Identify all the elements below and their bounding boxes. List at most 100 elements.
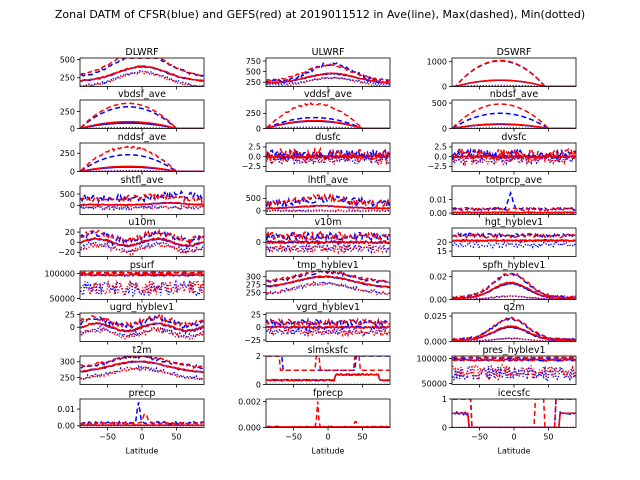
y-tick-label: 0.00 xyxy=(57,422,75,431)
gefs-ave-line xyxy=(80,65,204,82)
subplot-title: pres_hyblev1 xyxy=(482,345,545,356)
gefs-ave-line xyxy=(452,357,576,362)
y-tick-label: 0 xyxy=(70,201,75,210)
y-tick-label: 0 xyxy=(256,238,261,247)
y-tick-label: 100000 xyxy=(416,354,447,363)
y-tick-label: 0 xyxy=(442,124,447,133)
y-tick-label: 0 xyxy=(256,323,261,332)
x-tick-label: −50 xyxy=(285,433,302,442)
subplot-title: shtfl_ave xyxy=(121,175,164,186)
subplot-lhtfl_ave: lhtfl_ave 0 500 xyxy=(246,175,391,218)
subplot-vgrd_hyblev1: vgrd_hyblev1 −25 0 25 xyxy=(244,302,391,345)
y-tick-label: 275 xyxy=(246,280,261,289)
subplot-vddsf_ave: vddsf_ave 0 250 xyxy=(246,89,391,133)
y-tick-label: 15 xyxy=(437,247,447,256)
gefs-max-line xyxy=(80,412,204,425)
y-tick-label: 0.00 xyxy=(429,209,447,218)
gefs-ave-line xyxy=(80,360,204,374)
gefs-ave-line xyxy=(266,204,390,210)
y-tick-label: 0.00 xyxy=(429,295,447,304)
figure-title: Zonal DATM of CFSR(blue) and GEFS(red) a… xyxy=(55,8,585,21)
gefs-max-line xyxy=(266,271,390,284)
subplot-totprcp_ave: totprcp_ave 0.00 0.01 xyxy=(429,175,577,218)
subplot-nddsf_ave: nddsf_ave 0 250 xyxy=(60,132,205,176)
y-tick-label: 300 xyxy=(246,273,261,282)
gefs-max-line xyxy=(452,206,576,212)
gefs-max-line xyxy=(452,356,576,359)
cfsr-max-line xyxy=(80,402,204,426)
gefs-ave-line xyxy=(266,325,390,330)
gefs-max-line xyxy=(266,102,390,129)
gefs-min-line xyxy=(266,326,390,338)
y-tick-label: 20 xyxy=(437,238,447,247)
y-tick-label: 500 xyxy=(432,99,447,108)
subplot-title: spfh_hyblev1 xyxy=(483,260,546,271)
subplot-title: vgrd_hyblev1 xyxy=(296,302,360,313)
gefs-max-line xyxy=(452,271,576,300)
gefs-min-line xyxy=(80,204,204,210)
y-tick-label: 0.000 xyxy=(424,337,447,346)
y-tick-label: 250 xyxy=(246,109,261,118)
cfsr-max-line xyxy=(452,112,576,129)
y-tick-label: 250 xyxy=(246,78,261,87)
subplot-title: icecsfc xyxy=(498,388,530,399)
subplot-title: vbdsf_ave xyxy=(118,89,166,100)
y-tick-label: 0 xyxy=(442,423,447,432)
y-tick-label: 25 xyxy=(65,310,75,319)
y-tick-label: 0.0 xyxy=(434,152,447,161)
gefs-ave-line xyxy=(80,165,204,172)
y-tick-label: 0.002 xyxy=(238,397,261,406)
subplot-title: fprecp xyxy=(313,388,343,399)
gefs-max-line xyxy=(266,317,390,328)
y-tick-label: 0 xyxy=(70,323,75,332)
subplot-v10m: v10m 0 xyxy=(256,217,391,260)
gefs-max-line xyxy=(266,63,390,82)
y-tick-label: 1000 xyxy=(427,58,447,67)
subplot-title: dusfc xyxy=(315,132,341,143)
y-tick-label: 500 xyxy=(60,190,75,199)
y-tick-label: 20 xyxy=(65,228,75,237)
y-tick-label: 0.01 xyxy=(429,195,447,204)
subplot-title: tmp_hyblev1 xyxy=(297,260,359,271)
gefs-ave-line xyxy=(266,372,390,383)
subplot-t2m: t2m 250 300 xyxy=(60,345,205,388)
subplot-title: hgt_hyblev1 xyxy=(485,217,543,228)
cfsr-min-line xyxy=(452,240,576,249)
x-axis-label: Latitude xyxy=(126,447,159,456)
y-tick-label: 1 xyxy=(442,395,447,404)
gefs-min-line xyxy=(80,278,204,296)
gefs-max-line xyxy=(452,399,576,428)
cfsr-max-line xyxy=(266,271,390,284)
y-tick-label: 300 xyxy=(60,358,75,367)
y-tick-label: 250 xyxy=(60,74,75,83)
cfsr-min-line xyxy=(266,241,390,255)
gefs-max-line xyxy=(80,228,204,245)
gefs-min-line xyxy=(80,366,204,381)
y-tick-label: −25 xyxy=(244,336,261,345)
cfsr-max-line xyxy=(452,232,576,239)
y-tick-label: 0.000 xyxy=(238,423,261,432)
y-tick-label: 100000 xyxy=(44,269,75,278)
x-tick-label: −50 xyxy=(471,433,488,442)
y-tick-label: −2.5 xyxy=(428,162,447,171)
subplot-title: vddsf_ave xyxy=(304,89,352,100)
gefs-max-line xyxy=(80,58,204,77)
subplot-title: DSWRF xyxy=(497,47,532,58)
gefs-max-line xyxy=(452,103,576,129)
gefs-min-line xyxy=(266,242,390,255)
subplot-title: nbdsf_ave xyxy=(490,89,539,100)
y-tick-label: 2.5 xyxy=(248,143,261,152)
y-tick-label: 0 xyxy=(256,124,261,133)
subplot-title: lhtfl_ave xyxy=(308,175,349,186)
x-tick-label: 0 xyxy=(325,433,330,442)
subplot-title: dvsfc xyxy=(501,132,526,143)
gefs-max-line xyxy=(80,145,204,172)
cfsr-max-line xyxy=(80,153,204,172)
gefs-min-line xyxy=(452,151,576,167)
y-tick-label: 50000 xyxy=(422,379,447,388)
y-tick-label: 0 xyxy=(70,238,75,247)
gefs-max-line xyxy=(452,59,576,87)
gefs-min-line xyxy=(80,70,204,87)
gefs-max-line xyxy=(80,191,204,204)
